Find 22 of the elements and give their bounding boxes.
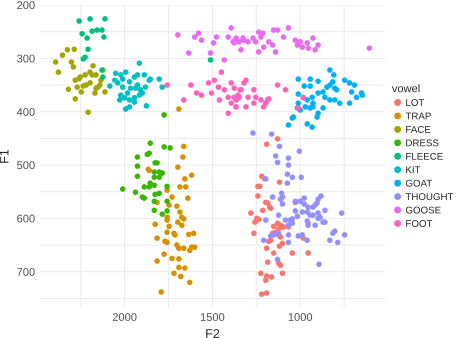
legend-label: DRESS (406, 139, 438, 146)
x-tick-label: 1000 (288, 313, 312, 322)
y-tick-label: 500 (17, 161, 35, 170)
y-tick-label: 700 (17, 268, 35, 276)
x-tick-label: 1500 (200, 313, 224, 322)
y-axis-title: F1 (0, 150, 8, 163)
y-tick-label: 400 (16, 108, 35, 116)
legend-label: GOOSE (406, 206, 441, 214)
legend-title: vowel (392, 84, 420, 92)
y-tick-label: 600 (17, 214, 35, 223)
y-tick-label: 200 (17, 1, 35, 10)
legend-label: FOOT (406, 220, 432, 227)
y-tick-label: 300 (17, 54, 35, 62)
legend-label: THOUGHT (406, 193, 454, 200)
legend-label: TRAP (406, 112, 431, 120)
x-axis-title: F2 (206, 329, 220, 338)
legend-label: FLEECE (406, 152, 443, 160)
legend-label: KIT (406, 166, 420, 174)
x-tick-label: 2000 (112, 313, 137, 322)
legend-label: GOAT (406, 180, 432, 187)
legend-label: LOT (406, 99, 424, 106)
legend-label: FACE (406, 126, 430, 133)
